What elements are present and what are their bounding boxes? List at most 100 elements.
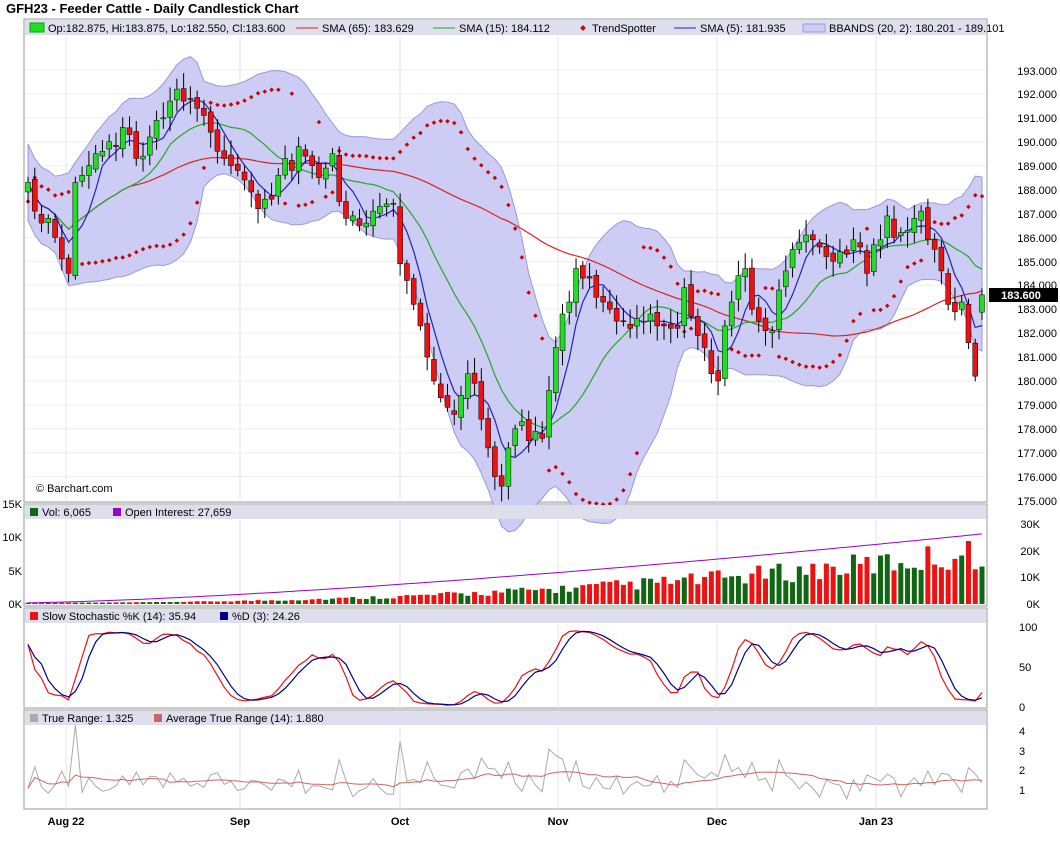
candle-body <box>505 447 512 487</box>
candle-body <box>870 244 877 272</box>
volume-bar <box>803 574 809 604</box>
volume-bar <box>411 595 417 604</box>
volume-bar <box>438 593 444 604</box>
atr-legend: Average True Range (14): 1.880 <box>166 713 324 725</box>
candle-body <box>343 201 349 219</box>
trendspotter-marker <box>797 362 802 368</box>
trendspotter-marker <box>255 90 261 96</box>
volume-bar <box>154 601 160 604</box>
candle-body <box>119 127 126 150</box>
trendspotter-marker <box>702 288 707 294</box>
trendspotter-marker <box>539 336 545 341</box>
candle-body <box>904 230 911 233</box>
tr-legend: True Range: 1.325 <box>42 713 133 725</box>
candle-body <box>647 313 654 322</box>
trendspotter-marker <box>627 471 633 477</box>
volume-bar <box>458 593 464 604</box>
volume-bar <box>796 566 802 604</box>
candle-body <box>377 206 383 214</box>
volume-bar <box>302 600 308 604</box>
candle-body <box>228 154 234 166</box>
bollinger-band-area <box>27 56 983 533</box>
candle-body <box>823 246 830 257</box>
price-tick: 185.000 <box>1017 257 1057 269</box>
volume-bar <box>878 555 884 604</box>
candle-body <box>857 242 863 248</box>
candle-body <box>201 107 207 116</box>
candle-body <box>864 250 870 274</box>
candle-body <box>404 263 410 281</box>
trendspotter-marker <box>323 194 328 200</box>
volume-bar <box>891 570 897 604</box>
candle-body <box>552 347 559 394</box>
candle-body <box>207 111 214 133</box>
trendspotter-marker <box>208 100 213 105</box>
volume-bar <box>478 595 484 604</box>
candle-body <box>424 323 430 358</box>
volume-bar <box>708 571 714 604</box>
candle-body <box>573 268 579 303</box>
candle-body <box>735 275 742 300</box>
trendspotter-marker <box>519 255 525 260</box>
candle-body <box>749 267 755 310</box>
vol-legend: Vol: 6,065 <box>42 507 91 519</box>
volume-bar <box>830 566 836 604</box>
volume-bar <box>972 569 978 604</box>
volume-bar <box>844 573 850 604</box>
candle-body <box>525 419 532 442</box>
candle-body <box>282 158 288 176</box>
candle-body <box>59 237 65 260</box>
candle-body <box>255 193 261 209</box>
candle-body <box>931 239 938 250</box>
candle-body <box>471 372 478 384</box>
price-tick: 179.000 <box>1017 400 1057 412</box>
volume-bar <box>99 602 105 604</box>
trendspotter-marker <box>668 264 674 269</box>
candle-body <box>478 381 485 420</box>
tr-swatch <box>30 714 38 722</box>
candle-body <box>113 145 119 147</box>
candle-body <box>38 214 45 224</box>
candle-body <box>634 318 640 327</box>
candle-body <box>370 210 376 227</box>
stochastic-panel <box>23 607 988 709</box>
volume-bar <box>620 584 626 604</box>
price-tick: 188.000 <box>1017 185 1057 197</box>
volume-bar <box>823 563 829 604</box>
stoch-tick: 100 <box>1019 622 1037 634</box>
candle-body <box>559 313 566 351</box>
trendspotter-marker <box>837 352 843 358</box>
candle-body <box>322 167 329 180</box>
vol-tick-left: 5K <box>9 566 23 578</box>
volume-bar <box>715 570 721 604</box>
candle-body <box>674 325 681 329</box>
candle-body <box>79 174 85 182</box>
vol-tick-right: 20K <box>1020 546 1040 558</box>
trendspotter-marker <box>918 258 924 263</box>
volume-bar <box>214 601 220 604</box>
trendspotter-marker <box>729 347 734 352</box>
volume-bar <box>932 564 938 604</box>
stoch-tick: 0 <box>1019 702 1025 714</box>
volume-bar <box>945 569 951 604</box>
volume-bar <box>512 589 518 604</box>
moving-averages <box>27 99 983 459</box>
x-tick: Nov <box>548 816 570 828</box>
candle-body <box>289 160 295 171</box>
ohlc-swatch <box>29 22 45 33</box>
candle-body <box>843 249 850 255</box>
candle-body <box>25 182 31 193</box>
tr-legend-bar <box>25 711 986 725</box>
trendspotter-marker <box>533 313 538 319</box>
trendspotter-marker <box>742 353 748 359</box>
stochastic-lines <box>27 630 983 706</box>
candle-body <box>431 359 437 382</box>
volume-bar <box>336 597 342 604</box>
volume-bar <box>790 582 796 604</box>
candle-body <box>640 320 647 323</box>
price-tick: 176.000 <box>1017 472 1057 484</box>
tr-tick: 1 <box>1019 785 1025 797</box>
candle-body <box>945 273 951 305</box>
volume-bar <box>783 580 789 604</box>
